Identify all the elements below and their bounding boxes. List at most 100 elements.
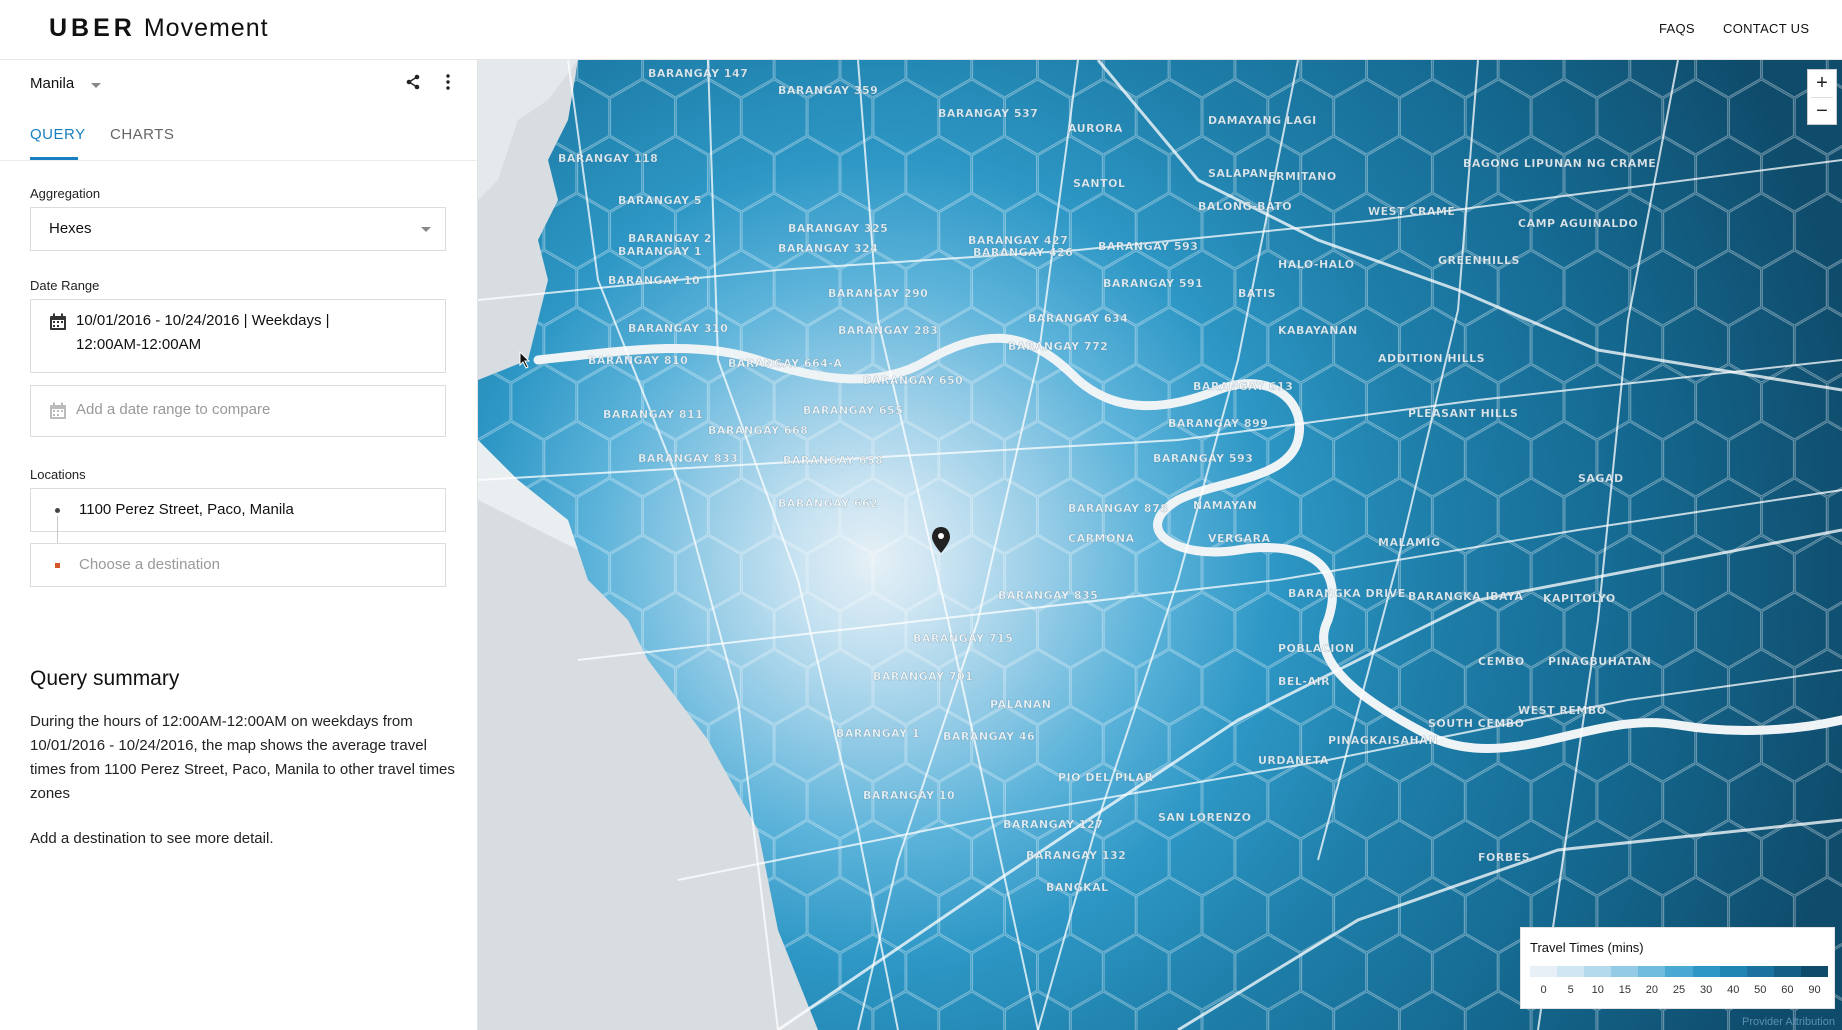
hex-cell[interactable] (1531, 193, 1597, 269)
hex-cell[interactable] (939, 763, 1005, 839)
hex-cell[interactable] (1268, 991, 1334, 1030)
hex-cell[interactable] (1070, 421, 1136, 497)
hex-cell[interactable] (1761, 136, 1828, 212)
nav-faqs-link[interactable]: FAQS (1659, 21, 1695, 36)
hex-cell[interactable] (1794, 535, 1842, 611)
hex-cell[interactable] (906, 706, 972, 782)
hex-cell[interactable] (1564, 478, 1630, 554)
hex-cell[interactable] (1399, 307, 1466, 383)
hex-cell[interactable] (1465, 79, 1531, 155)
hex-cell[interactable] (1399, 79, 1466, 155)
hex-cell[interactable] (1827, 478, 1842, 554)
hex-cell[interactable] (1597, 79, 1663, 155)
hex-cell[interactable] (971, 820, 1038, 896)
hex-cell[interactable] (1235, 592, 1301, 668)
hex-cell[interactable] (1827, 820, 1842, 896)
hex-cell[interactable] (609, 535, 676, 611)
hex-cell[interactable] (1202, 307, 1268, 383)
hex-cell[interactable] (1399, 877, 1466, 953)
hex-cell[interactable] (1235, 250, 1301, 326)
hex-cell[interactable] (1366, 820, 1433, 896)
hex-cell[interactable] (609, 421, 676, 497)
hex-cell[interactable] (1202, 193, 1268, 269)
hex-cell[interactable] (1630, 60, 1696, 98)
hex-cell[interactable] (1794, 193, 1842, 269)
hex-cell[interactable] (1564, 820, 1630, 896)
hex-cell[interactable] (1037, 934, 1104, 1010)
chevron-down-icon[interactable] (91, 83, 101, 88)
hex-cell[interactable] (708, 136, 774, 212)
hex-cell[interactable] (873, 649, 939, 725)
hex-cell[interactable] (1136, 877, 1202, 953)
hex-cell[interactable] (511, 364, 577, 440)
hex-cell[interactable] (1630, 706, 1696, 782)
hex-cell[interactable] (1300, 820, 1367, 896)
hex-cell[interactable] (1366, 592, 1433, 668)
hex-cell[interactable] (1432, 592, 1498, 668)
hex-cell[interactable] (1465, 535, 1531, 611)
hex-cell[interactable] (1728, 535, 1795, 611)
hex-cell[interactable] (1531, 307, 1597, 383)
hex-cell[interactable] (1070, 877, 1136, 953)
hex-cell[interactable] (873, 79, 939, 155)
hex-cell[interactable] (807, 763, 873, 839)
hex-cell[interactable] (1300, 60, 1367, 98)
travel-times-map[interactable]: BARANGAY 147 BARANGAY 359 BARANGAY 537 AURO… (478, 60, 1842, 1030)
hex-cell[interactable] (971, 934, 1038, 1010)
hex-cell[interactable] (1103, 60, 1169, 98)
hex-cell[interactable] (1169, 934, 1235, 1010)
hex-cell[interactable] (1761, 820, 1828, 896)
hex-cell[interactable] (1004, 535, 1071, 611)
hex-cell[interactable] (642, 364, 709, 440)
hex-cell[interactable] (708, 478, 774, 554)
uber-movement-logo[interactable]: UBER Movement (49, 13, 269, 43)
hex-cell[interactable] (1037, 478, 1104, 554)
more-options-icon[interactable] (440, 73, 456, 91)
origin-pin-icon[interactable] (932, 527, 950, 553)
hex-cell[interactable] (708, 250, 774, 326)
hex-cell[interactable] (1630, 478, 1696, 554)
hex-cell[interactable] (939, 421, 1005, 497)
hex-cell[interactable] (1827, 250, 1842, 326)
hex-cell[interactable] (576, 136, 643, 212)
hex-cell[interactable] (1827, 136, 1842, 212)
hex-cell[interactable] (1070, 991, 1136, 1030)
hex-cell[interactable] (1564, 60, 1630, 98)
hex-cell[interactable] (1399, 535, 1466, 611)
hex-cell[interactable] (873, 193, 939, 269)
hex-cell[interactable] (1531, 79, 1597, 155)
hex-cell[interactable] (840, 934, 906, 1010)
hex-cell[interactable] (1695, 706, 1762, 782)
hex-cell[interactable] (1564, 592, 1630, 668)
hex-cell[interactable] (906, 820, 972, 896)
hex-cell[interactable] (1695, 478, 1762, 554)
hex-cell[interactable] (939, 79, 1005, 155)
hex-cell[interactable] (1695, 136, 1762, 212)
hex-cell[interactable] (1531, 421, 1597, 497)
hex-cell[interactable] (1630, 592, 1696, 668)
hex-cell[interactable] (971, 592, 1038, 668)
hex-cell[interactable] (708, 592, 774, 668)
hex-cell[interactable] (1136, 307, 1202, 383)
hex-cell[interactable] (1465, 763, 1531, 839)
hex-cell[interactable] (1235, 706, 1301, 782)
hex-cell[interactable] (873, 307, 939, 383)
hex-cell[interactable] (873, 421, 939, 497)
hex-cell[interactable] (1004, 649, 1071, 725)
hex-cell[interactable] (1728, 79, 1795, 155)
hex-cell[interactable] (1564, 250, 1630, 326)
hex-cell[interactable] (1333, 763, 1400, 839)
hex-cell[interactable] (873, 763, 939, 839)
hex-cell[interactable] (1235, 934, 1301, 1010)
hex-cell[interactable] (906, 136, 972, 212)
hex-cell[interactable] (1004, 991, 1071, 1030)
hex-cell[interactable] (807, 649, 873, 725)
hex-cell[interactable] (642, 478, 709, 554)
hex-cell[interactable] (1366, 478, 1433, 554)
hex-map-canvas[interactable]: BARANGAY 147 BARANGAY 359 BARANGAY 537 AURO… (478, 60, 1842, 1030)
hex-cell[interactable] (971, 706, 1038, 782)
hex-cell[interactable] (1498, 364, 1564, 440)
hex-cell[interactable] (576, 478, 643, 554)
hex-cell[interactable] (1366, 250, 1433, 326)
hex-cell[interactable] (807, 79, 873, 155)
